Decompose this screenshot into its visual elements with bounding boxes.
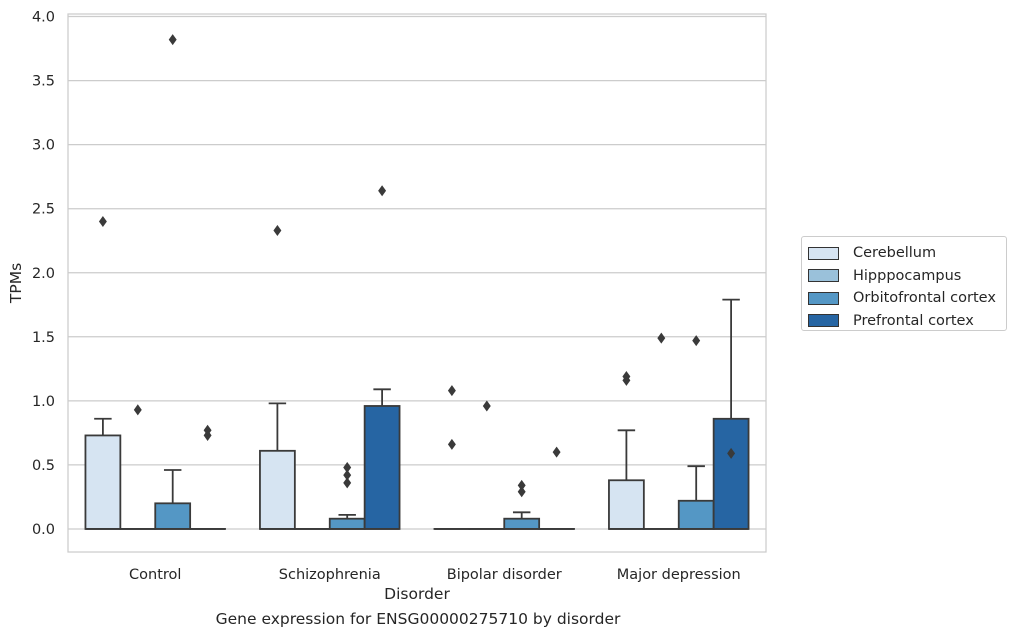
x-tick-labels: Control Schizophrenia Bipolar disorder Majo… (129, 567, 741, 583)
y-tick-label: 1.5 (32, 330, 55, 346)
x-tick-label: Major depression (617, 567, 741, 583)
outlier-marker (657, 332, 666, 344)
outlier-marker (133, 404, 142, 416)
box-group (154, 34, 192, 530)
outlier-marker (343, 461, 352, 473)
legend-item-prefrontal-cortex: Prefrontal cortex (808, 310, 1006, 333)
box-group (712, 298, 750, 530)
box-groups (84, 34, 750, 530)
outlier-marker (447, 385, 456, 397)
y-tick-label: 2.0 (32, 266, 55, 282)
box (503, 517, 541, 530)
legend-item-orbitofrontal-cortex: Orbitofrontal cortex (808, 287, 1006, 310)
box-group (677, 335, 715, 530)
y-tick-label: 3.5 (32, 74, 55, 90)
y-tick-label: 1.0 (32, 394, 55, 410)
outlier-marker (552, 446, 561, 458)
legend-swatch-orbitofrontal-cortex (808, 291, 839, 305)
x-tick-label: Schizophrenia (279, 567, 381, 583)
plot-frame (67, 13, 767, 553)
legend-swatch-hippocampus (808, 269, 839, 283)
box (154, 502, 192, 530)
outlier-marker (447, 438, 456, 450)
outlier-marker (98, 216, 107, 228)
box-group (259, 224, 296, 530)
legend-item-cerebellum: Cerebellum (808, 242, 1006, 265)
box-group (189, 424, 226, 530)
x-axis-label: Disorder (384, 585, 450, 603)
outlier-marker (343, 477, 352, 489)
outlier-marker (343, 469, 352, 481)
chart-caption: Gene expression for ENSG00000275710 by d… (215, 610, 621, 628)
box (328, 517, 366, 530)
y-tick-label: 0.5 (32, 458, 55, 474)
box (363, 405, 401, 530)
y-tick-labels: 0.0 0.5 1.0 1.5 2.0 2.5 3.0 3.5 4.0 (32, 10, 55, 538)
legend-swatch-prefrontal-cortex (808, 314, 839, 328)
box-group (608, 370, 645, 530)
outlier-marker (378, 185, 387, 197)
legend-label-prefrontal-cortex: Prefrontal cortex (853, 312, 974, 329)
legend: Cerebellum Hipppocampus Orbitofrontal co… (801, 236, 1007, 331)
box (608, 479, 645, 530)
box-group (642, 332, 680, 530)
box-group (84, 216, 122, 530)
outlier-marker (273, 224, 282, 236)
x-tick-label: Bipolar disorder (447, 567, 562, 583)
legend-label-cerebellum: Cerebellum (853, 245, 937, 262)
box (259, 449, 296, 530)
legend-label-hippocampus: Hipppocampus (853, 267, 962, 284)
outlier-marker (727, 447, 736, 459)
box (712, 417, 750, 530)
y-tick-label: 0.0 (32, 522, 55, 538)
box (677, 499, 715, 530)
y-tick-label: 2.5 (32, 202, 55, 218)
outlier-marker (168, 34, 177, 46)
box-group (538, 446, 575, 530)
outlier-marker (517, 486, 526, 498)
outlier-marker (692, 335, 701, 347)
legend-label-orbitofrontal-cortex: Orbitofrontal cortex (853, 290, 996, 307)
box-group (363, 185, 401, 530)
y-tick-label: 3.0 (32, 138, 55, 154)
outlier-marker (622, 370, 631, 383)
x-tick-label: Control (129, 567, 181, 583)
box-group (503, 479, 541, 530)
y-tick-label: 4.0 (32, 10, 55, 26)
box (84, 434, 122, 530)
outlier-marker (517, 479, 526, 491)
y-axis-label: TPMs (7, 263, 25, 304)
plot-area-background (68, 14, 766, 552)
outlier-marker (482, 400, 491, 412)
legend-swatch-cerebellum (808, 246, 839, 260)
legend-item-hippocampus: Hipppocampus (808, 265, 1006, 288)
outlier-marker (203, 424, 212, 436)
